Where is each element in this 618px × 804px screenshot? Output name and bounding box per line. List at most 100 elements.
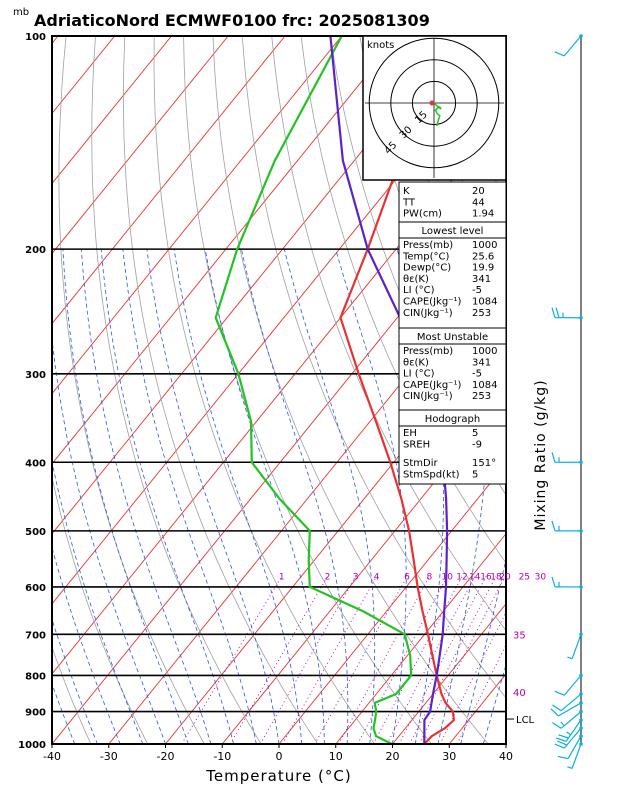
- wind-barb: [552, 521, 583, 533]
- pressure-tick-label: 400: [25, 458, 46, 469]
- lowest-level-value: -5: [472, 285, 482, 296]
- lowest-level-label: Press(mb): [403, 240, 453, 251]
- mixing-ratio-label: 10: [441, 573, 453, 583]
- wind-barb-flag: [556, 308, 559, 318]
- lowest-level-value: 341: [472, 274, 491, 285]
- units-label: mb: [13, 7, 29, 18]
- wind-barb-half-flag: [567, 732, 571, 735]
- x-axis-label: Temperature (°C): [205, 767, 351, 785]
- moist-adiabat-line: [13, 249, 120, 744]
- mixing-ratio-line: [419, 577, 505, 745]
- hodograph-params-title: Hodograph: [425, 414, 480, 425]
- moist-adiabat-line: [0, 249, 52, 744]
- wind-barb-flag: [555, 52, 565, 56]
- lowest-level-title: Lowest level: [422, 226, 484, 237]
- lowest-level-value: 1084: [472, 297, 497, 308]
- wind-barb: [552, 308, 583, 320]
- hodograph-params-label: SREH: [403, 439, 430, 450]
- hodograph-params-value: 151°: [472, 458, 496, 469]
- wind-barb-flag: [552, 452, 555, 462]
- most-unstable-value: 1000: [472, 346, 497, 357]
- chart-title: AdriaticoNord ECMWF0100 frc: 2025081309: [34, 11, 430, 30]
- wind-barb: [552, 452, 583, 464]
- lowest-level-label: CAPE(Jkg⁻¹): [403, 297, 461, 308]
- index-value: 20: [472, 186, 485, 197]
- pressure-tick-label: 200: [25, 245, 46, 256]
- hodograph-units: knots: [367, 40, 394, 51]
- wind-barb-flag: [552, 577, 555, 587]
- mixing-ratio-label: 6: [404, 573, 410, 583]
- mixing-ratio-label: 12: [456, 573, 467, 583]
- lowest-level-label: θε(K): [403, 274, 429, 285]
- wind-barb: [552, 692, 582, 710]
- wind-barb-flag: [552, 308, 555, 318]
- wind-barb-flag: [558, 756, 568, 758]
- storm-motion-marker: [430, 101, 435, 106]
- moist-adiabat-line: [29, 249, 143, 744]
- lcl-label: LCL: [516, 715, 535, 726]
- wind-barb: [567, 633, 582, 659]
- most-unstable-value: 1084: [472, 380, 497, 391]
- moist-adiabat-line: [241, 249, 347, 744]
- dry-adiabat-line: [565, 36, 618, 744]
- moist-adiabat-line: [0, 249, 97, 744]
- mixing-ratio-label: 2: [325, 573, 331, 583]
- temperature-tick-label: 30: [442, 750, 456, 763]
- pressure-tick-label: 100: [25, 32, 46, 43]
- mixing-ratio-line: [339, 577, 430, 745]
- lowest-level-label: CIN(Jkg⁻¹): [403, 308, 453, 319]
- moist-adiabat-line: [101, 249, 233, 744]
- pressure-tick-label: 1000: [18, 740, 46, 751]
- index-label: TT: [402, 197, 416, 208]
- wind-barb-staff: [572, 634, 581, 658]
- temperature-tick-label: 20: [386, 750, 400, 763]
- lowest-level-value: 1000: [472, 240, 497, 251]
- mixing-ratio-label: 20: [499, 573, 511, 583]
- wind-barb-column: [551, 34, 583, 768]
- wind-barb-flag: [552, 705, 561, 711]
- index-label: K: [403, 186, 410, 197]
- mixing-ratio-label: 14: [469, 573, 481, 583]
- mixing-ratio-label: 1: [279, 573, 285, 583]
- mixing-ratio-lines: [182, 577, 541, 745]
- pressure-tick-label: 500: [25, 527, 46, 538]
- most-unstable-value: 341: [472, 357, 491, 368]
- wind-barb-half-flag: [567, 767, 572, 769]
- most-unstable-label: LI (°C): [403, 369, 435, 380]
- most-unstable-label: Press(mb): [403, 346, 453, 357]
- most-unstable-label: θε(K): [403, 357, 429, 368]
- pressure-tick-label: 300: [25, 370, 46, 381]
- wind-barb: [552, 577, 583, 589]
- temperature-tick-label: 0: [276, 750, 283, 763]
- wind-barb: [555, 674, 583, 696]
- dry-adiabat-line: [595, 36, 618, 744]
- wind-barb-half-flag: [561, 722, 564, 726]
- isotherm-line: [0, 36, 115, 744]
- wind-barb-staff: [572, 744, 581, 768]
- pressure-tick-label: 900: [25, 708, 46, 719]
- moist-adiabat-line: [506, 249, 618, 744]
- edge-isotherm-label: 40: [513, 688, 526, 699]
- wind-barb-flag: [552, 521, 555, 531]
- pressure-tick-label: 800: [25, 671, 46, 682]
- mixing-ratio-label: 4: [374, 573, 380, 583]
- pressure-tick-label: 700: [25, 630, 46, 641]
- edge-isotherm-label: 35: [513, 630, 526, 641]
- mixing-ratio-label: 25: [519, 573, 530, 583]
- moist-adiabat-line: [0, 249, 75, 744]
- most-unstable-label: CAPE(Jkg⁻¹): [403, 380, 461, 391]
- lowest-level-value: 25.6: [472, 251, 494, 262]
- temperature-tick-label: -10: [213, 750, 231, 763]
- wind-barb-staff: [564, 675, 581, 695]
- lowest-level-label: LI (°C): [403, 285, 435, 296]
- mixing-ratio-label: 8: [427, 573, 433, 583]
- lowest-level-value: 253: [472, 308, 491, 319]
- dry-adiabat-line: [92, 36, 261, 744]
- hodograph-params-value: -9: [472, 439, 482, 450]
- mixing-ratio-label: 3: [353, 573, 359, 583]
- wind-barb-flag: [551, 709, 559, 716]
